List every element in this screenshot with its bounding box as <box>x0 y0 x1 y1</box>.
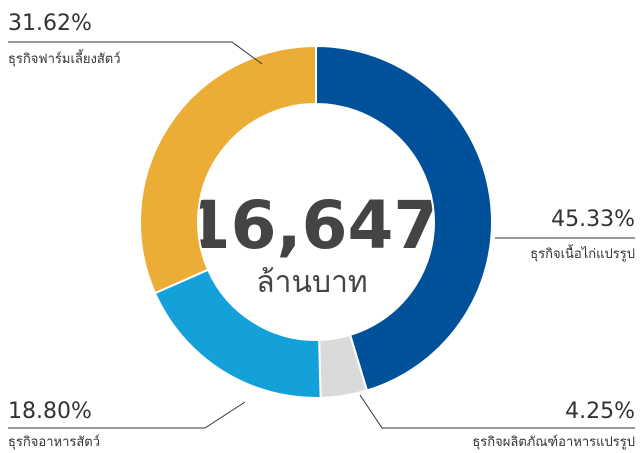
center-unit: ล้านบาท <box>256 265 367 300</box>
category-label: ธุรกิจฟาร์มเลี้ยงสัตว์ <box>8 49 121 67</box>
value-label: 18.80% <box>8 399 92 424</box>
leader-line <box>8 401 246 429</box>
leader-line <box>359 394 635 429</box>
value-label: 31.62% <box>8 11 92 36</box>
donut-segment <box>315 44 493 392</box>
category-label: ธุรกิจอาหารสัตว์ <box>8 434 100 450</box>
value-label: 45.33% <box>551 207 635 232</box>
category-label: ธุรกิจเนื้อไก่แปรรูป <box>530 244 635 262</box>
center-value: 16,647 <box>185 187 440 264</box>
category-label: ธุรกิจผลิตภัณฑ์อาหารแปรรูป <box>472 434 635 450</box>
leader-line <box>8 41 263 65</box>
donut-segment <box>139 44 317 295</box>
value-label: 4.25% <box>565 399 635 424</box>
